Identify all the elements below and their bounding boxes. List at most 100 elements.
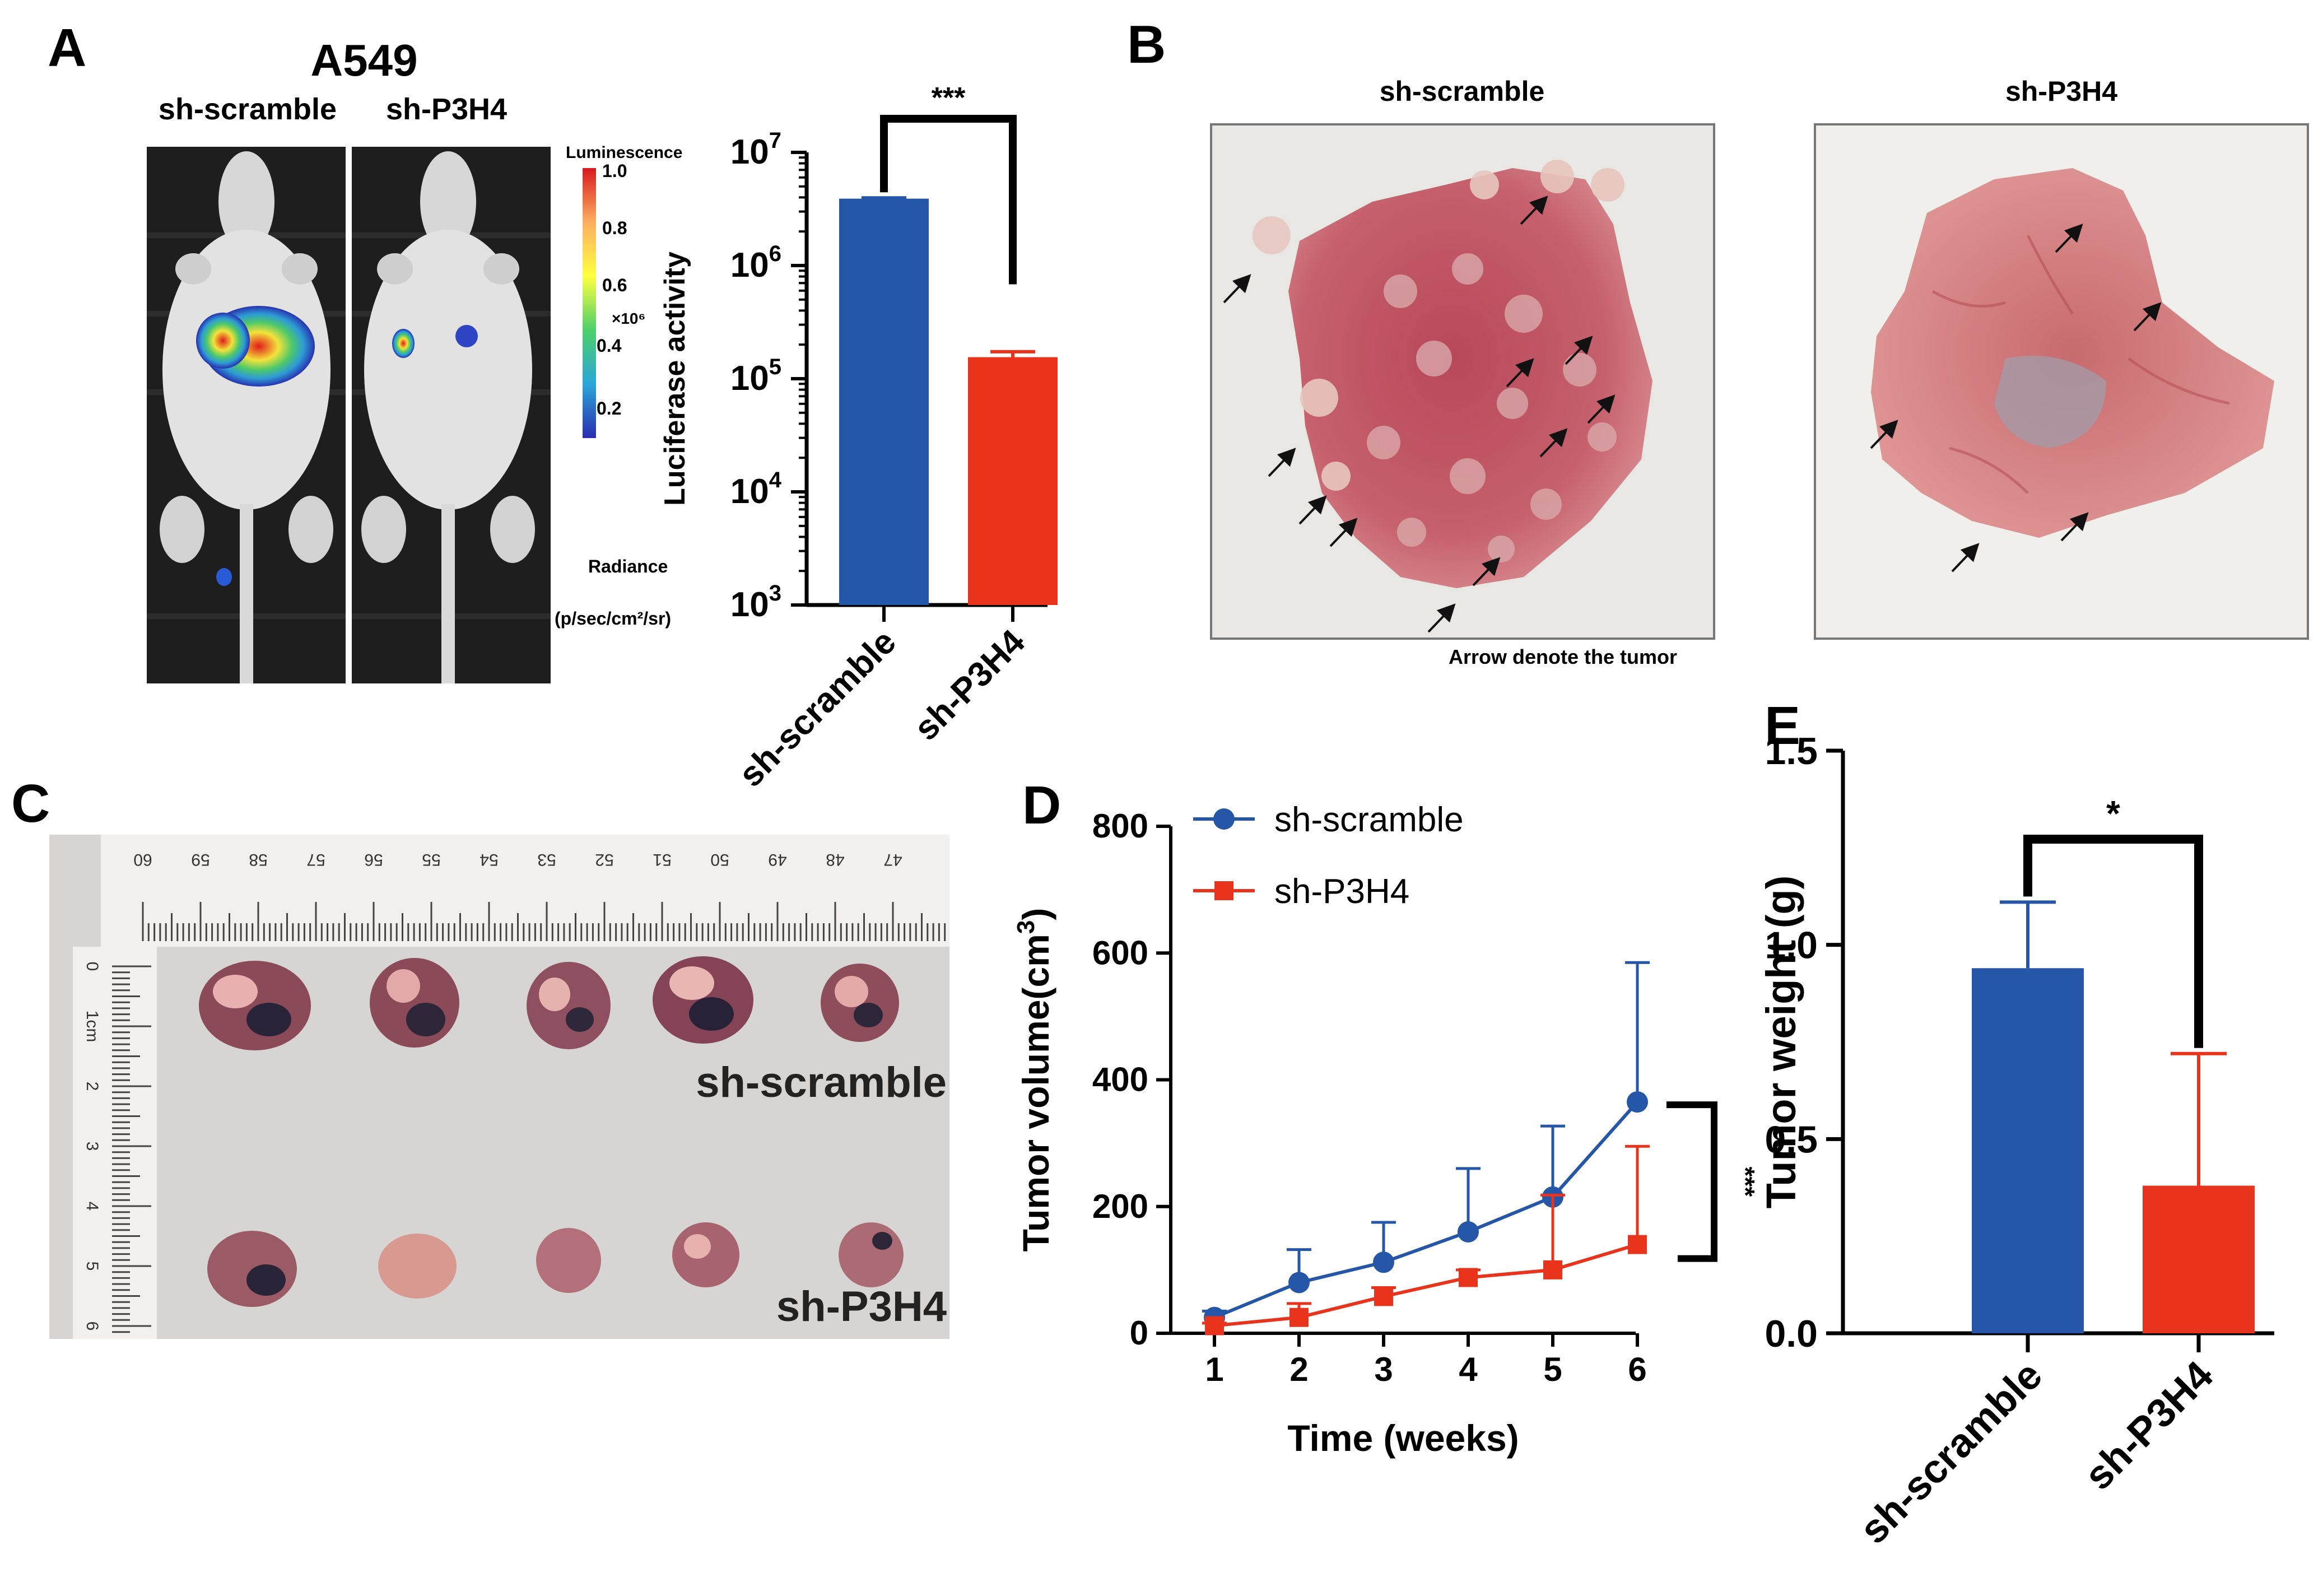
ruler-top-number: 56 — [364, 850, 383, 869]
chart-d-legend-marker — [1214, 881, 1233, 900]
panel-letter-a: A — [48, 18, 86, 78]
ruler-left-number: 6 — [83, 1322, 101, 1331]
chart-d-point — [1459, 1268, 1478, 1287]
colorbar-tick: 0.6 — [602, 275, 627, 295]
chart-d-x-tick-label: 4 — [1459, 1351, 1478, 1388]
tumor-row-sh-p3h4 — [207, 1222, 904, 1307]
chart-e-x-tick-label: sh-scramble — [1851, 1353, 2051, 1553]
chart-e-bar — [2143, 1185, 2255, 1333]
ruler-left-number: 0 — [83, 962, 101, 971]
chart-d-x-tick-label: 5 — [1543, 1351, 1562, 1388]
ruler-top-number: 47 — [883, 850, 902, 869]
lung-caption: Arrow denote the tumor — [1449, 645, 1677, 668]
mouse-image-sh-p3h4 — [352, 147, 551, 683]
chart-e-y-tick-label: 1.0 — [1765, 924, 1818, 967]
chart-d-point — [1373, 1251, 1394, 1273]
ruler-left-number: 2 — [83, 1082, 101, 1091]
chart-e-y-tick-label: 0.0 — [1765, 1313, 1818, 1355]
ruler-top-number: 60 — [133, 850, 152, 869]
chart-d-significance-bracket — [1666, 1101, 1717, 1262]
mouse-label-sh-p3h4: sh-P3H4 — [386, 92, 507, 126]
ruler-top-number: 52 — [595, 850, 613, 869]
colorbar-multiplier: ×10⁶ — [612, 310, 645, 327]
ruler-top-number: 55 — [422, 850, 440, 869]
chart-a-x-tick-label: sh-P3H4 — [907, 622, 1033, 748]
chart-d-significance-label: *** — [1731, 1167, 1760, 1197]
colorbar-title: Luminescence — [566, 143, 682, 162]
chart-e-bar — [1972, 968, 2084, 1333]
mouse-label-sh-scramble: sh-scramble — [159, 92, 337, 126]
chart-d-x-tick-label: 3 — [1374, 1351, 1393, 1388]
chart-d-y-tick-label: 200 — [1092, 1188, 1148, 1225]
ruler-top-number: 51 — [653, 850, 671, 869]
chart-a-y-tick-label: 103 — [730, 581, 781, 624]
chart-d-series-line — [1214, 1243, 1638, 1328]
tumor-row-sh-scramble — [199, 956, 899, 1050]
chart-e-y-tick-label: 1.5 — [1765, 730, 1818, 773]
colorbar-tick: 0.2 — [597, 398, 621, 418]
chart-a-y-label: Luciferase activity — [659, 252, 691, 506]
colorbar — [583, 168, 596, 438]
chart-a-significance-bracket — [880, 115, 1017, 285]
ruler-top-number: 50 — [710, 850, 729, 869]
chart-d-y-tick-label: 800 — [1092, 807, 1148, 845]
colorbar-unit-title: Radiance — [588, 556, 668, 576]
ruler-left-number: 5 — [83, 1262, 101, 1271]
chart-e-y-label: Tumor weight (g) — [1758, 876, 1804, 1209]
ruler-left-number: 1cm — [83, 1011, 101, 1043]
chart-d-point — [1543, 1260, 1562, 1279]
ruler-top-number: 53 — [537, 850, 556, 869]
lung-photo-sh-p3h4 — [1814, 123, 2309, 640]
ruler-top-number: 48 — [826, 850, 844, 869]
panel-letter-b: B — [1127, 15, 1166, 75]
colorbar-tick: 0.4 — [597, 336, 622, 356]
chart-d-legend-marker — [1213, 808, 1235, 830]
chart-e-significance-label: * — [2106, 793, 2120, 834]
chart-d-y-label: Tumor volume(cm3) — [1012, 908, 1056, 1252]
chart-e-x-tick-label: sh-P3H4 — [2076, 1353, 2222, 1499]
mouse-image-sh-scramble — [147, 147, 346, 683]
chart-d-y-tick-label: 0 — [1130, 1314, 1148, 1352]
chart-a: 103 104 105 106 107 Luciferase activity sh-scr… — [659, 82, 1058, 794]
chart-d-x-tick-label: 6 — [1628, 1351, 1646, 1388]
lung-label-sh-p3h4: sh-P3H4 — [2005, 76, 2117, 107]
chart-d-x-label: Time (weeks) — [1287, 1417, 1519, 1459]
chart-d-y-tick-label: 600 — [1092, 934, 1148, 971]
chart-a-x-tick-label: sh-scramble — [732, 622, 904, 794]
cell-line-title: A549 — [310, 35, 417, 85]
chart-d-point — [1288, 1272, 1310, 1293]
chart-d-x-tick-label: 1 — [1205, 1351, 1223, 1388]
chart-d-point — [1289, 1307, 1309, 1327]
colorbar-tick: 0.8 — [602, 218, 627, 238]
lung-photo-sh-scramble — [1210, 123, 1715, 640]
chart-a-significance-label: *** — [932, 82, 966, 114]
lung-label-sh-scramble: sh-scramble — [1380, 76, 1545, 107]
chart-d-point — [1458, 1221, 1479, 1243]
ruler-top-number: 49 — [768, 850, 786, 869]
tumor-label-sh-p3h4: sh-P3H4 — [776, 1283, 947, 1330]
ruler-top-number: 58 — [249, 850, 267, 869]
ruler-top-number: 57 — [306, 850, 325, 869]
colorbar-tick: 1.0 — [602, 161, 627, 181]
panel-letter-c: C — [11, 774, 50, 834]
ruler-left-body — [73, 947, 157, 1339]
chart-d-y-tick-label: 400 — [1092, 1061, 1148, 1099]
chart-e-significance-bracket — [2023, 835, 2203, 1048]
ruler-top-number: 59 — [191, 850, 210, 869]
chart-d-x-tick-label: 2 — [1289, 1351, 1308, 1388]
chart-d-legend-label: sh-P3H4 — [1274, 872, 1409, 911]
chart-a-y-tick-label: 105 — [730, 355, 781, 398]
chart-e: 0.0 0.5 1.0 1.5 Tumor weight (g) sh-scramble s… — [1758, 730, 2274, 1552]
panel-letter-d: D — [1022, 775, 1061, 835]
chart-d-point — [1628, 1235, 1647, 1254]
chart-e-y-tick-label: 0.5 — [1765, 1118, 1818, 1161]
chart-a-y-tick-label: 107 — [730, 128, 781, 171]
chart-d: 0 200 400 600 800 Tumor volume(cm3) 1 2 3 4 5 6 Time… — [1012, 801, 1760, 1459]
chart-d-point — [1205, 1316, 1224, 1336]
tumor-label-sh-scramble: sh-scramble — [696, 1059, 947, 1106]
ruler-top-body — [101, 835, 949, 947]
ruler-left-number: 3 — [83, 1142, 101, 1151]
colorbar-unit: (p/sec/cm²/sr) — [555, 608, 671, 629]
